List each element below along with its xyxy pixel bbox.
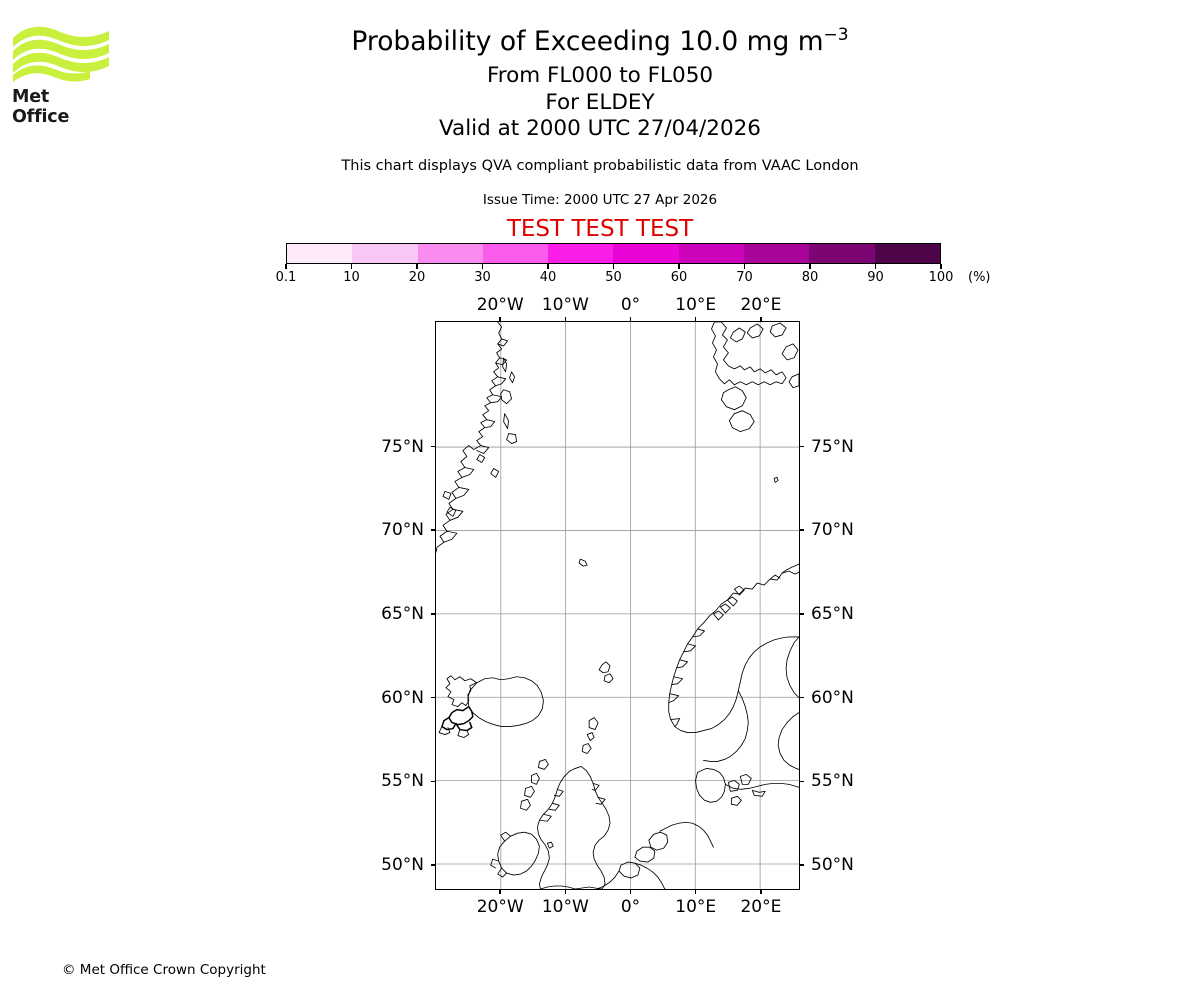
colorbar-tick-labels: 0.1 10 20 30 40 50 60 70 80 90 100: [276, 269, 954, 287]
lon-label-top-20°E: 20°E: [740, 295, 782, 315]
page-title: Probability of Exceeding 10.0 mg m−3: [0, 25, 1200, 59]
copyright-notice: © Met Office Crown Copyright: [62, 962, 266, 978]
map-canvas: [436, 322, 799, 889]
lon-label-bottom-20°E: 20°E: [740, 897, 782, 917]
colorbar-tick-label-100: 100: [928, 270, 954, 285]
colorbar-tick-100: [940, 264, 942, 269]
colorbar-tick-70: [743, 264, 746, 269]
lat-label-left-50°N: 50°N: [381, 854, 424, 875]
lon-label-bottom-20°W: 20°W: [476, 897, 524, 917]
colorbar-band-1: [352, 244, 418, 263]
lat-label-right-50°N: 50°N: [811, 854, 854, 875]
tick-bottom-10°E: [695, 890, 697, 894]
colorbar-tick-10: [350, 264, 353, 269]
lat-label-right-65°N: 65°N: [811, 603, 854, 624]
tick-right-65°N: [800, 613, 804, 615]
tick-left-70°N: [431, 529, 435, 531]
lon-label-top-10°W: 10°W: [541, 295, 589, 315]
lat-label-right-55°N: 55°N: [811, 771, 854, 792]
tick-right-70°N: [800, 529, 804, 531]
colorbar-tick-80: [809, 264, 811, 269]
lat-label-left-75°N: 75°N: [381, 436, 424, 457]
probability-colorbar: [286, 243, 941, 264]
colorbar-tick-20: [416, 264, 418, 269]
tick-left-55°N: [431, 780, 435, 782]
lat-label-left-70°N: 70°N: [381, 520, 424, 541]
tick-right-50°N: [800, 864, 804, 866]
tick-right-60°N: [800, 696, 804, 699]
volcano-subtitle: For ELDEY: [545, 90, 655, 115]
tick-bottom-20°E: [760, 890, 762, 894]
tick-bottom-10°W: [564, 890, 567, 894]
colorbar-tick-label-70: 70: [736, 270, 753, 285]
issue-time: Issue Time: 2000 UTC 27 Apr 2026: [482, 192, 718, 208]
valid-time-subtitle: Valid at 2000 UTC 27/04/2026: [438, 116, 761, 141]
test-banner: TEST TEST TEST: [506, 216, 694, 242]
colorbar-tick-50: [612, 264, 615, 269]
met-office-wordmark: Met Office: [12, 87, 70, 127]
lat-label-left-55°N: 55°N: [381, 771, 424, 792]
colorbar-band-6: [678, 244, 745, 263]
tick-top-10°W: [564, 317, 567, 321]
colorbar-tick-label-40: 40: [539, 270, 557, 285]
tick-top-20°W: [499, 317, 501, 321]
colorbar-band-4: [548, 244, 614, 263]
tick-right-75°N: [800, 445, 804, 448]
colorbar-tick-60: [678, 264, 680, 269]
colorbar-tick-30: [481, 264, 484, 269]
met-office-logo: Met Office: [12, 26, 112, 127]
colorbar-bands: [286, 243, 941, 264]
tick-bottom-20°W: [499, 890, 501, 894]
colorbar-tick-label-80: 80: [801, 270, 819, 285]
colorbar-ticks: [285, 264, 942, 272]
lon-label-bottom-0°: 0°: [620, 897, 641, 917]
tick-top-0°: [629, 317, 632, 321]
colorbar-band-3: [482, 244, 549, 263]
lon-label-bottom-10°W: 10°W: [541, 897, 589, 917]
tick-left-60°N: [431, 696, 435, 699]
colorbar-band-5: [613, 244, 679, 263]
map-coastlines: [436, 322, 799, 889]
colorbar-tick-label-90: 90: [867, 270, 884, 285]
tick-right-55°N: [800, 780, 804, 782]
colorbar-band-8: [809, 244, 875, 263]
colorbar-band-2: [417, 244, 483, 263]
colorbar-tick-label-50: 50: [605, 270, 622, 285]
page-title-text: Probability of Exceeding 10.0 mg m: [351, 26, 824, 57]
colorbar-band-0: [287, 244, 353, 263]
tick-left-65°N: [431, 613, 435, 615]
flight-level-subtitle: From FL000 to FL050: [486, 63, 714, 88]
tick-left-50°N: [431, 864, 435, 866]
colorbar-tick-0.1: [285, 264, 287, 269]
tick-left-75°N: [431, 445, 435, 448]
qva-note: This chart displays QVA compliant probab…: [341, 158, 859, 174]
tick-top-10°E: [695, 317, 697, 321]
map-panel[interactable]: [435, 321, 800, 890]
met-office-logo-mark: [13, 26, 109, 82]
colorbar-tick-90: [874, 264, 877, 269]
tick-bottom-0°: [629, 890, 632, 894]
lon-label-top-10°E: 10°E: [675, 295, 717, 315]
tick-top-20°E: [760, 317, 762, 321]
colorbar-band-7: [744, 244, 810, 263]
colorbar-tick-label-10: 10: [343, 270, 360, 285]
lon-label-bottom-10°E: 10°E: [675, 897, 717, 917]
colorbar-tick-label-20: 20: [408, 270, 426, 285]
lon-label-top-20°W: 20°W: [476, 295, 524, 315]
colorbar-tick-label-60: 60: [670, 270, 688, 285]
lat-label-right-60°N: 60°N: [811, 687, 854, 708]
colorbar-band-9: [874, 244, 940, 263]
colorbar-tick-label-0.1: 0.1: [275, 270, 297, 285]
lat-label-left-60°N: 60°N: [381, 687, 424, 708]
page-title-superscript: −3: [823, 25, 849, 46]
lat-label-right-70°N: 70°N: [811, 520, 854, 541]
lat-label-right-75°N: 75°N: [811, 436, 854, 457]
colorbar-unit-label: (%): [968, 270, 991, 285]
colorbar-tick-40: [547, 264, 549, 269]
lat-label-left-65°N: 65°N: [381, 603, 424, 624]
map-gridlines: [436, 322, 799, 889]
lon-label-top-0°: 0°: [620, 295, 641, 315]
colorbar-tick-label-30: 30: [474, 270, 491, 285]
